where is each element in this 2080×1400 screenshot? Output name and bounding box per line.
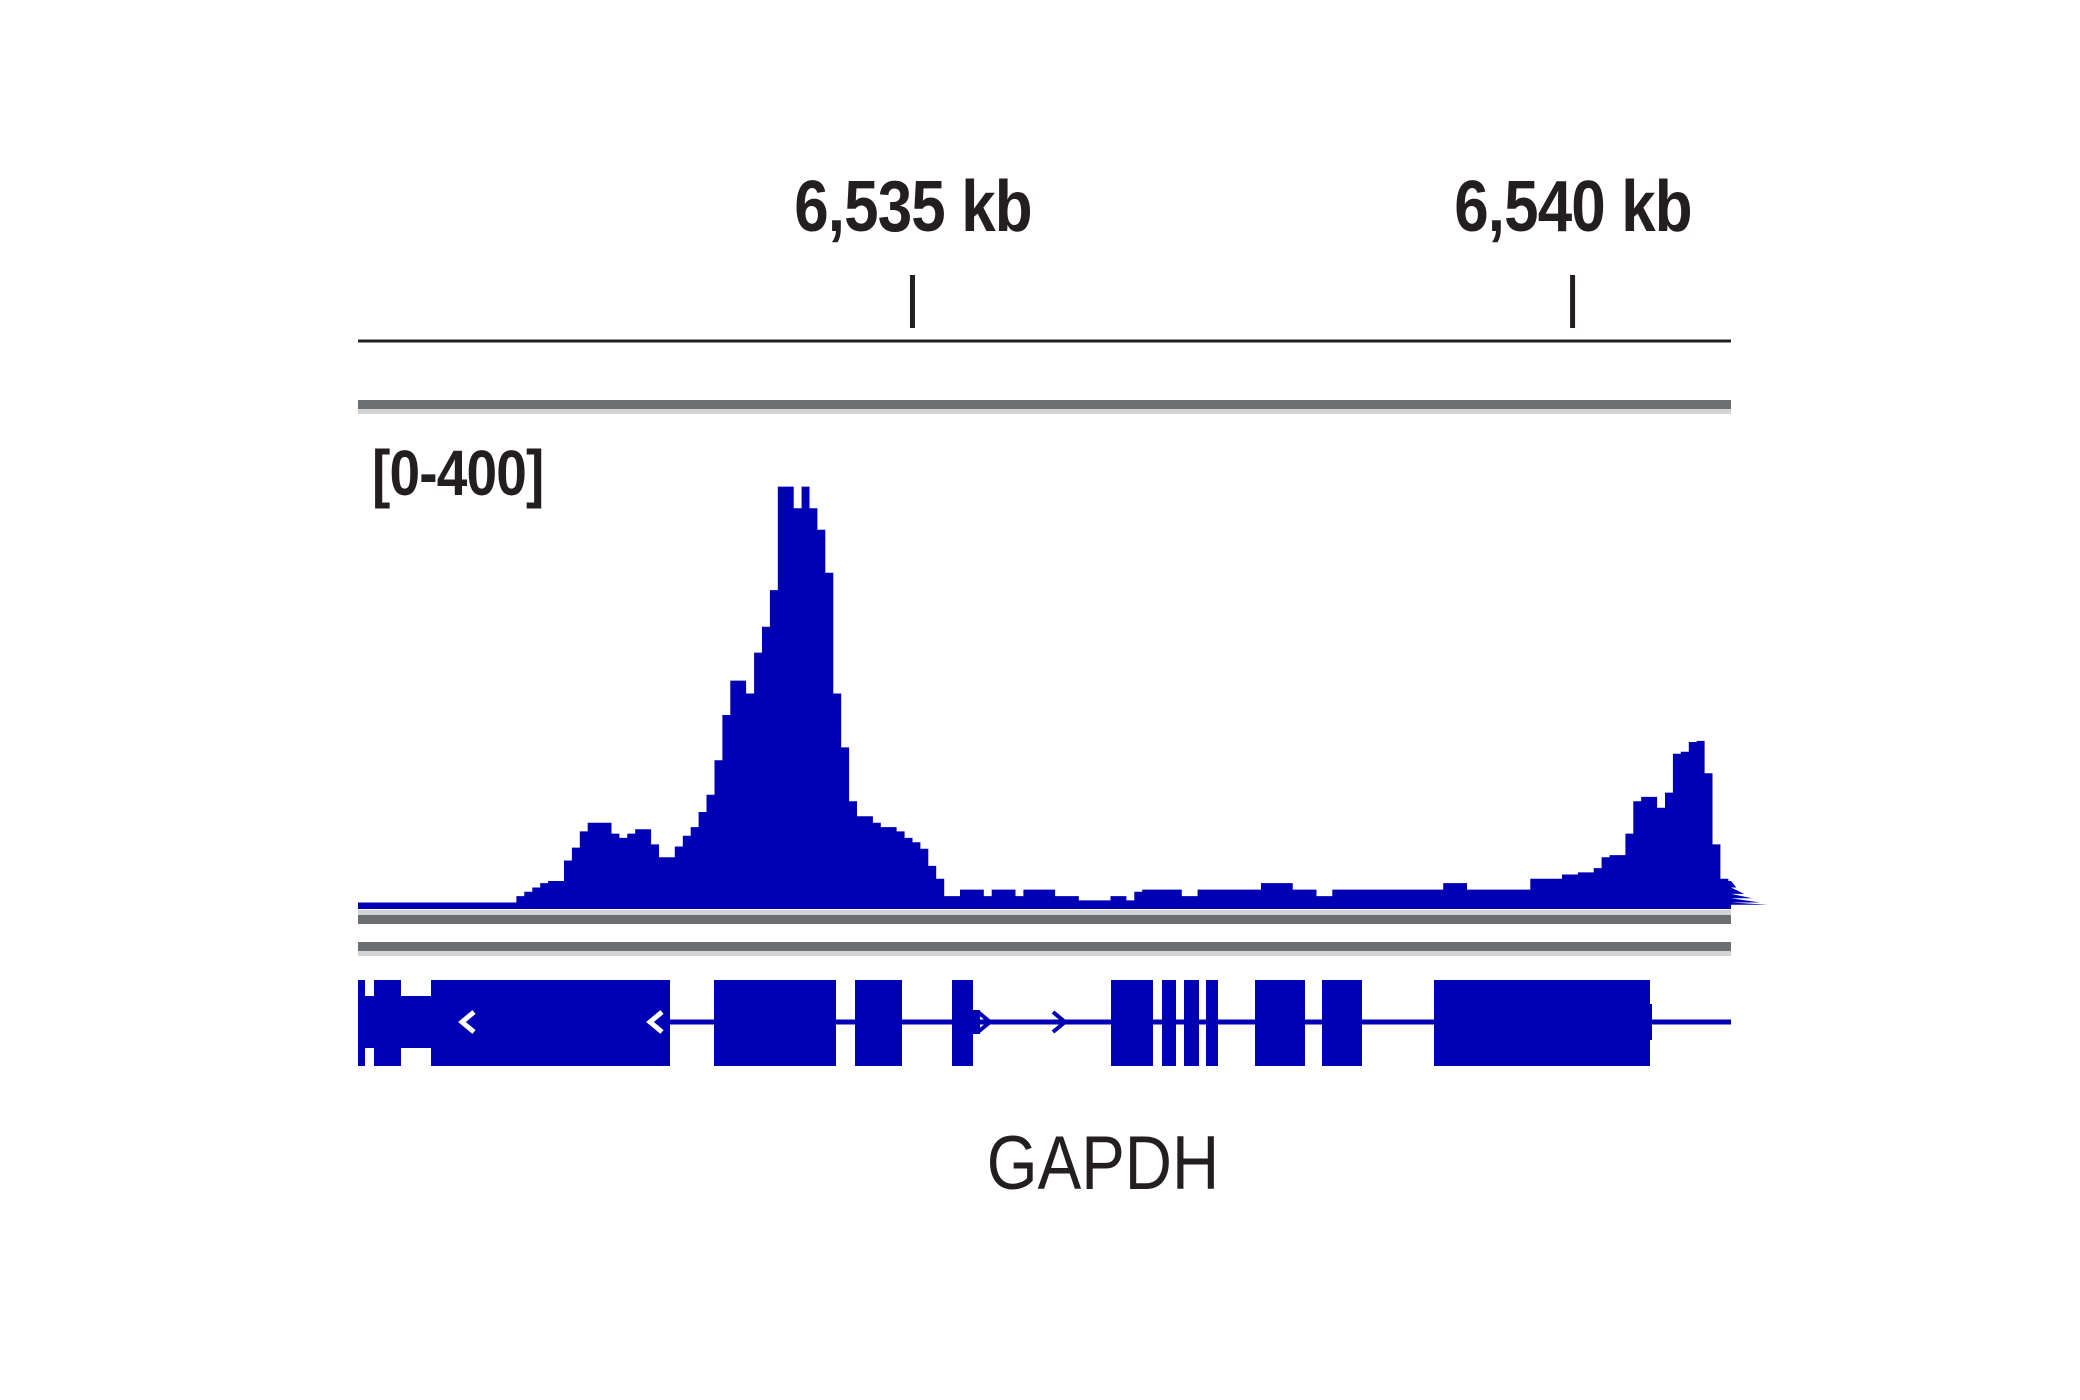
gene-exon-block	[358, 980, 365, 1066]
gene-exon-block	[374, 980, 401, 1066]
gene-exon-block	[1336, 980, 1362, 1066]
gene-exon-block	[855, 980, 902, 1066]
strand-arrow-forward	[976, 1010, 994, 1034]
track-separator-mid-dark	[358, 915, 1731, 924]
gene-exon-block	[1111, 980, 1153, 1066]
gene-utr-block	[973, 1010, 980, 1034]
gene-exon-block	[1322, 980, 1336, 1066]
gene-exon-block	[714, 980, 836, 1066]
track-separator-mid-light	[358, 910, 1731, 915]
gene-utr-block	[401, 996, 431, 1048]
track-data-range-label: [0-400]	[372, 437, 544, 509]
signal-area	[358, 486, 1768, 909]
gene-exon-block	[1206, 980, 1218, 1066]
gene-exon-block	[952, 980, 973, 1066]
gene-exon-block	[441, 980, 670, 1066]
gene-exon-block	[1434, 980, 1638, 1066]
strand-arrow-forward	[1051, 1010, 1069, 1034]
strand-arrow-reverse	[458, 1010, 476, 1034]
ruler-tick-label: 6,540 kb	[1454, 167, 1692, 247]
ruler-tick-label: 6,535 kb	[794, 167, 1032, 247]
gene-exon-block	[431, 980, 441, 1066]
gene-exon-block	[1184, 980, 1199, 1066]
gene-name-label: GAPDH	[986, 1121, 1220, 1206]
track-separator-gene-light	[358, 951, 1731, 956]
track-separator-top-light	[358, 409, 1731, 414]
strand-arrow-reverse	[646, 1010, 664, 1034]
gene-exon-block	[1638, 980, 1650, 1066]
gene-utr-block	[365, 996, 374, 1048]
track-separator-top-dark	[358, 400, 1731, 409]
track-separator-gene-dark	[358, 942, 1731, 951]
gene-utr-block	[1650, 1004, 1652, 1040]
gene-exon-block	[1255, 980, 1305, 1066]
gene-exon-block	[1162, 980, 1176, 1066]
